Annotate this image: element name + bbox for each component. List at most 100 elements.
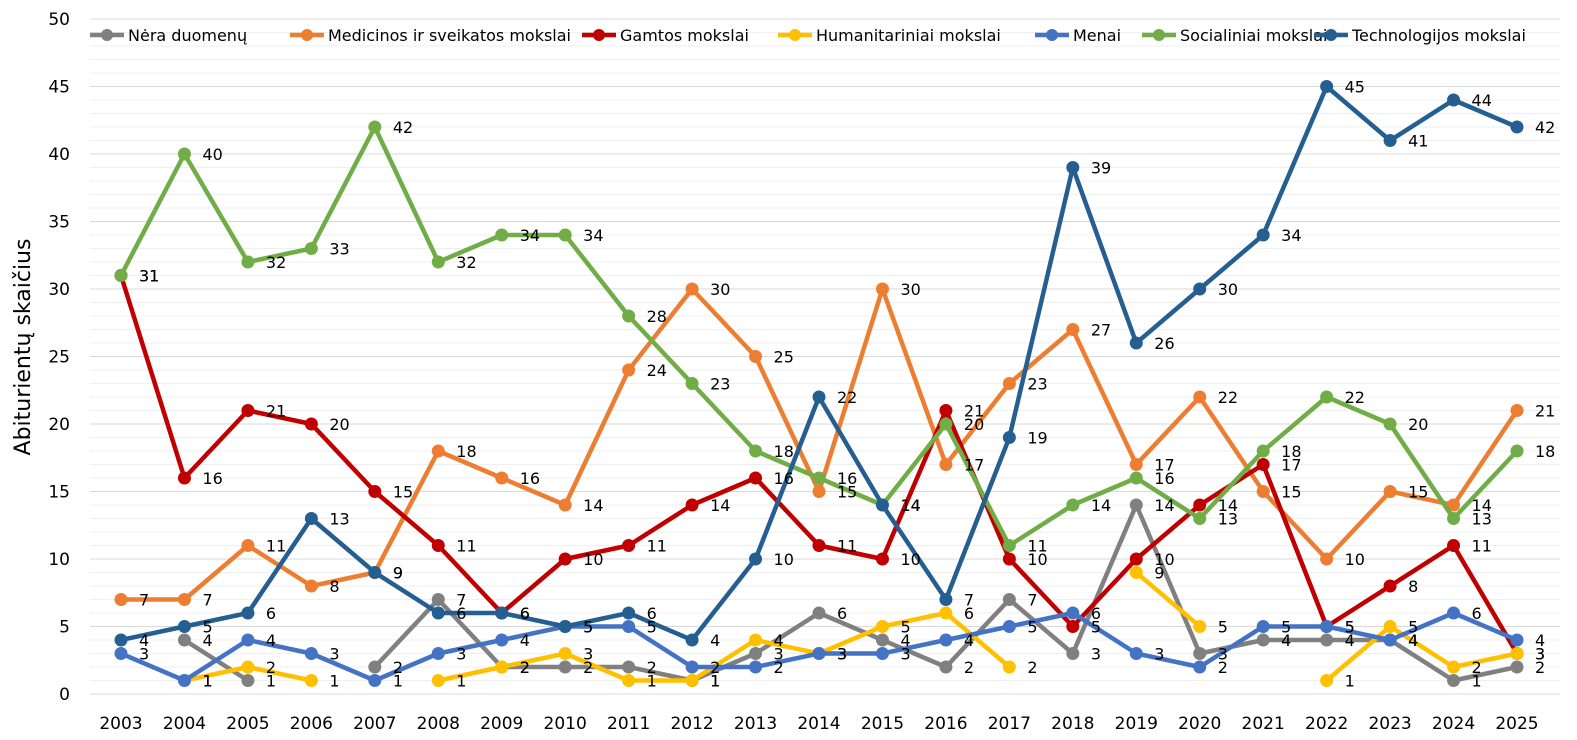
legend-label: Medicinos ir sveikatos mokslai bbox=[328, 26, 571, 45]
data-point bbox=[368, 566, 382, 579]
data-point bbox=[1193, 647, 1207, 660]
data-label: 10 bbox=[583, 550, 603, 569]
series-segment bbox=[309, 124, 378, 251]
x-tick-label: 2019 bbox=[1115, 714, 1158, 734]
data-label: 34 bbox=[583, 226, 603, 245]
data-label: 34 bbox=[520, 226, 540, 245]
data-label: 5 bbox=[202, 618, 212, 637]
data-label: 24 bbox=[647, 361, 667, 380]
series-segment bbox=[1324, 583, 1393, 629]
legend-point-marker bbox=[593, 29, 605, 41]
series-segment bbox=[1197, 232, 1266, 292]
data-point bbox=[114, 593, 128, 606]
legend-item: Menai bbox=[1035, 26, 1121, 45]
data-label: 1 bbox=[647, 672, 657, 691]
series-segment bbox=[309, 516, 378, 575]
x-tick-label: 2016 bbox=[924, 714, 967, 734]
data-label: 1 bbox=[202, 672, 212, 691]
legend-item: Gamtos mokslai bbox=[582, 26, 749, 45]
data-point bbox=[875, 620, 889, 633]
legend-item: Humanitariniai mokslai bbox=[778, 26, 1001, 45]
data-point bbox=[749, 444, 763, 458]
series-segment bbox=[943, 610, 1012, 670]
data-point bbox=[1256, 228, 1270, 242]
y-tick-label: 35 bbox=[48, 213, 70, 233]
data-label: 1 bbox=[202, 672, 212, 691]
data-label: 16 bbox=[837, 469, 857, 488]
series-segment bbox=[1451, 408, 1520, 508]
series-segment bbox=[1070, 502, 1139, 656]
data-point bbox=[685, 660, 699, 674]
series-segment bbox=[372, 570, 441, 616]
data-point bbox=[1320, 674, 1334, 687]
data-point bbox=[1320, 633, 1334, 647]
data-point bbox=[558, 647, 572, 660]
series-segment bbox=[499, 651, 568, 670]
series-segment bbox=[372, 124, 441, 265]
data-point bbox=[1447, 674, 1461, 687]
data-label: 3 bbox=[329, 645, 339, 664]
data-point bbox=[875, 498, 889, 512]
data-label: 10 bbox=[900, 550, 920, 569]
series-segment bbox=[1134, 651, 1202, 670]
data-label: 3 bbox=[1535, 645, 1545, 664]
series-segment bbox=[1007, 502, 1076, 548]
data-label: 7 bbox=[964, 591, 974, 610]
series-segment bbox=[1260, 462, 1329, 629]
series-segment bbox=[182, 151, 251, 265]
legend-label: Technologijos mokslai bbox=[1351, 26, 1526, 45]
series-segment bbox=[1134, 394, 1202, 467]
series-segment bbox=[689, 286, 758, 359]
data-point bbox=[368, 120, 382, 134]
series-segment bbox=[1451, 448, 1520, 521]
data-label: 4 bbox=[202, 631, 212, 650]
series-segment bbox=[689, 637, 758, 683]
data-label: 11 bbox=[837, 537, 857, 556]
series-segment bbox=[753, 651, 822, 670]
y-tick-label: 10 bbox=[48, 550, 70, 570]
data-point bbox=[1447, 606, 1461, 620]
data-point bbox=[939, 404, 953, 417]
data-point bbox=[1002, 431, 1016, 444]
x-tick-label: 2011 bbox=[607, 714, 650, 734]
data-label: 41 bbox=[1408, 132, 1428, 151]
data-label: 20 bbox=[964, 415, 984, 434]
series-segment bbox=[880, 610, 949, 629]
data-point bbox=[304, 417, 318, 431]
data-point bbox=[1383, 485, 1397, 498]
series-segment bbox=[1260, 394, 1329, 454]
series-segment bbox=[816, 624, 885, 656]
data-label: 16 bbox=[520, 469, 540, 488]
data-label: 5 bbox=[1218, 618, 1228, 637]
data-point bbox=[177, 147, 191, 161]
data-label: 7 bbox=[202, 591, 212, 610]
series-segment bbox=[1451, 664, 1520, 683]
series-segment bbox=[1197, 624, 1266, 670]
data-label: 5 bbox=[1027, 618, 1037, 637]
series-segment bbox=[182, 543, 251, 602]
data-point bbox=[431, 593, 445, 606]
data-label: 22 bbox=[1218, 388, 1238, 407]
y-axis-ticks: 0 5 10 15 20 25 30 35 40 45 50 bbox=[48, 10, 70, 705]
legend: Nėra duomenų Medicinos ir sveikatos moksl… bbox=[90, 26, 1526, 45]
data-point bbox=[622, 660, 636, 674]
series-segment bbox=[880, 637, 949, 670]
data-label: 15 bbox=[1281, 483, 1301, 502]
data-label: 15 bbox=[393, 483, 413, 502]
data-label: 7 bbox=[1027, 591, 1037, 610]
x-tick-label: 2003 bbox=[99, 714, 142, 734]
data-label: 3 bbox=[456, 645, 466, 664]
y-axis-label: Abiturientų skaičius bbox=[11, 239, 36, 456]
series-segment bbox=[118, 273, 187, 481]
series-segment bbox=[943, 381, 1012, 467]
data-label: 2 bbox=[520, 658, 530, 677]
x-tick-label: 2015 bbox=[861, 714, 904, 734]
data-label: 30 bbox=[1218, 280, 1238, 299]
data-label: 40 bbox=[202, 145, 222, 164]
data-label: 2 bbox=[964, 658, 974, 677]
data-point bbox=[1002, 539, 1016, 552]
series-segment bbox=[499, 556, 568, 616]
series-segment bbox=[943, 624, 1012, 643]
series-segment bbox=[1197, 394, 1266, 494]
series-segment bbox=[1134, 475, 1202, 521]
